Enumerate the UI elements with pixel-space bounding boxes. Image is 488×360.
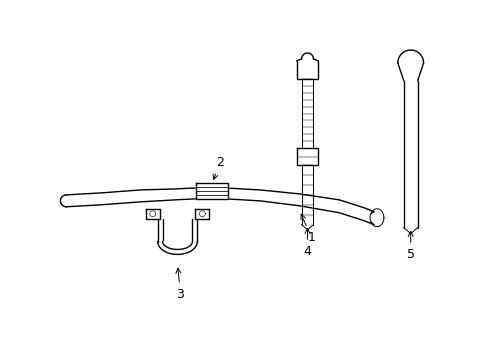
Text: 4: 4 bbox=[303, 229, 311, 258]
Text: 2: 2 bbox=[213, 156, 224, 179]
Polygon shape bbox=[195, 209, 209, 219]
Text: 3: 3 bbox=[176, 268, 184, 301]
Text: 5: 5 bbox=[406, 231, 414, 261]
Text: 1: 1 bbox=[300, 214, 315, 244]
Polygon shape bbox=[145, 209, 160, 219]
Polygon shape bbox=[196, 183, 228, 199]
Polygon shape bbox=[296, 148, 318, 165]
